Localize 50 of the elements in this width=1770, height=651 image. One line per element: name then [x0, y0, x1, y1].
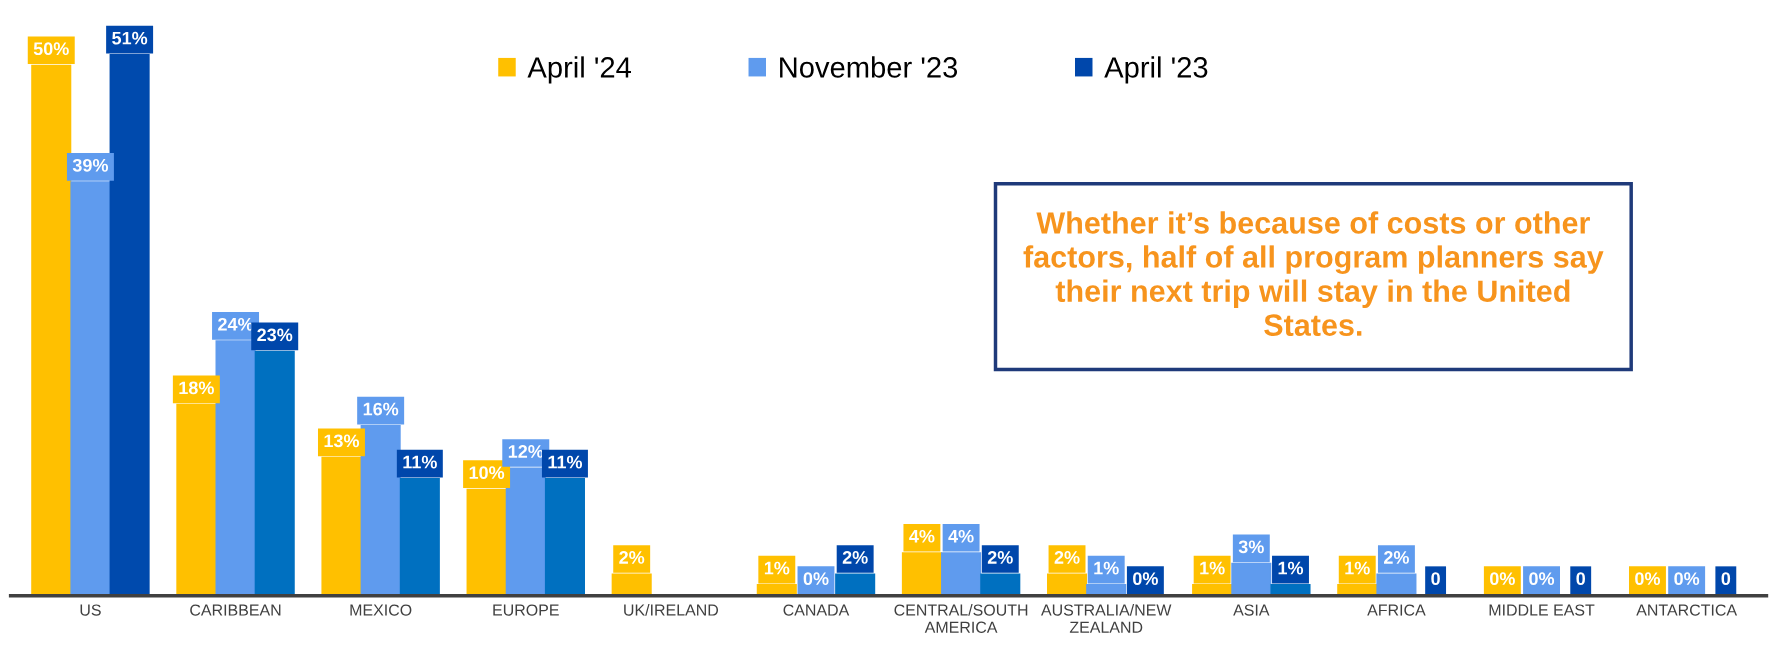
data-label: 1%: [1345, 561, 1370, 575]
data-label: 13%: [324, 434, 360, 448]
data-label: 0%: [1490, 572, 1515, 586]
x-tick-label: AFRICA: [1367, 604, 1426, 616]
data-label: 1%: [1278, 561, 1304, 575]
data-label: 0: [1576, 572, 1585, 586]
data-label: 51%: [112, 31, 148, 45]
x-tick-label: UK/IRELAND: [624, 604, 719, 616]
data-label: 4%: [909, 529, 935, 543]
data-label: 16%: [363, 402, 399, 416]
data-label: 2%: [1384, 551, 1409, 564]
data-label: 1%: [1094, 561, 1119, 575]
data-label: 12%: [508, 445, 544, 458]
data-label: 10%: [469, 466, 505, 480]
x-tick-label: CANADA: [783, 604, 850, 616]
data-label: 2%: [619, 551, 645, 564]
data-label: 0%: [1133, 572, 1158, 586]
data-label: 0%: [1635, 572, 1661, 586]
data-label: 1%: [1200, 561, 1225, 575]
data-label: 24%: [218, 317, 254, 331]
data-label: 18%: [179, 381, 214, 395]
x-tick-label: EUROPE: [493, 604, 559, 616]
x-tick-label: CARIBBEAN: [190, 604, 281, 616]
data-label: 3%: [1238, 540, 1264, 554]
x-tick-label: CENTRAL/SOUTH AMERICA: [894, 604, 1028, 633]
data-label: 23%: [257, 328, 293, 342]
data-label: 2%: [1054, 551, 1080, 564]
data-label: 1%: [764, 561, 790, 575]
data-label: 0%: [1529, 572, 1555, 586]
annotation: Whether it’s because of costs or other factors, half of all program planners say their next trip will stay in the United States.: [1023, 211, 1604, 336]
x-tick-label: US: [80, 604, 101, 616]
x-tick-label: ASIA: [1233, 604, 1270, 616]
data-label: 0: [1431, 572, 1440, 586]
data-label: 11%: [403, 455, 437, 469]
data-label: 0%: [1674, 572, 1700, 586]
legend-label: April '23: [1104, 56, 1208, 84]
data-label: 4%: [948, 529, 974, 543]
data-label: 0%: [803, 572, 829, 586]
legend-label: April '24: [527, 56, 631, 84]
data-label: 2%: [842, 551, 868, 564]
x-tick-label: AUSTRALIA/NEW ZEALAND: [1041, 604, 1172, 633]
x-tick-label: MIDDLE EAST: [1489, 604, 1595, 616]
data-label: 2%: [987, 551, 1013, 564]
legend-label: November '23: [780, 56, 958, 78]
data-label: 50%: [33, 42, 69, 56]
x-tick-label: ANTARCTICA: [1636, 604, 1738, 616]
data-label: 39%: [72, 158, 109, 172]
data-label: 11%: [548, 455, 583, 469]
data-label: 0: [1721, 572, 1731, 586]
x-tick-label: MEXICO: [350, 604, 412, 616]
